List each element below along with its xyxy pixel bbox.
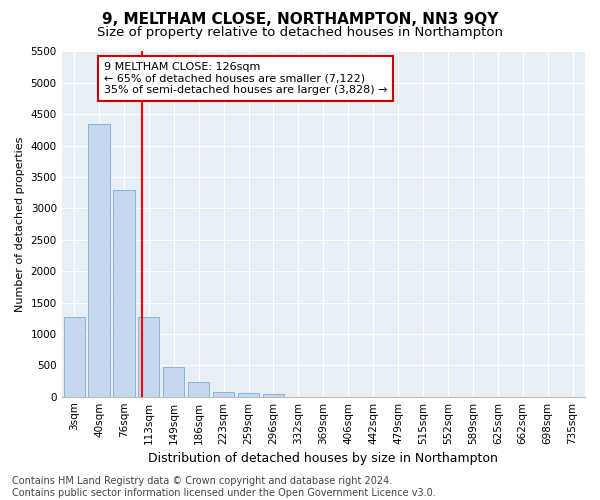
Text: Size of property relative to detached houses in Northampton: Size of property relative to detached ho… — [97, 26, 503, 39]
Bar — [113, 190, 134, 396]
Bar — [213, 392, 234, 396]
Bar — [64, 317, 85, 396]
Bar — [163, 366, 184, 396]
Bar — [88, 124, 110, 396]
Text: 9 MELTHAM CLOSE: 126sqm
← 65% of detached houses are smaller (7,122)
35% of semi: 9 MELTHAM CLOSE: 126sqm ← 65% of detache… — [104, 62, 387, 95]
Bar — [263, 394, 284, 396]
Bar — [188, 382, 209, 396]
Bar — [238, 393, 259, 396]
X-axis label: Distribution of detached houses by size in Northampton: Distribution of detached houses by size … — [148, 452, 498, 465]
Text: Contains HM Land Registry data © Crown copyright and database right 2024.
Contai: Contains HM Land Registry data © Crown c… — [12, 476, 436, 498]
Y-axis label: Number of detached properties: Number of detached properties — [15, 136, 25, 312]
Bar — [138, 317, 160, 396]
Text: 9, MELTHAM CLOSE, NORTHAMPTON, NN3 9QY: 9, MELTHAM CLOSE, NORTHAMPTON, NN3 9QY — [102, 12, 498, 28]
